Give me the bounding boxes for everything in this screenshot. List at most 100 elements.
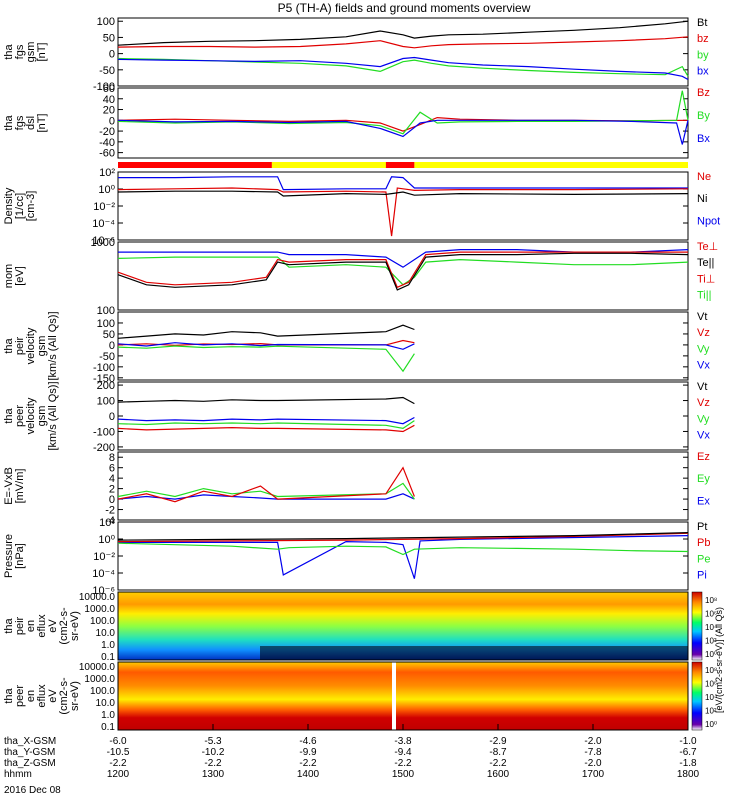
y-tick-label: -150 <box>93 373 115 385</box>
y-axis-label-peir-eflux: (cm2-s- <box>58 607 70 645</box>
y-tick-label: 10⁰ <box>98 184 115 196</box>
y-axis-label-fgs-gsm: gsm <box>25 42 37 63</box>
y-axis-label-peer-eflux: eflux <box>36 684 48 708</box>
legend-efield-entry: Ex <box>697 495 710 507</box>
series-fgs-dsl-Bz <box>117 116 689 132</box>
legend-density-entry: Ni <box>697 193 707 205</box>
series-fgs-gsm-bx <box>117 56 689 81</box>
series-efield-Ez <box>117 466 415 503</box>
panel-peer-velocity: 200 100 0 -100 -200 Vt Vz Vy Vx tha peer velocity gs… <box>3 380 710 454</box>
legend-peer-velocity-entry: Vz <box>697 397 710 409</box>
y-axis-label-peer-velocity: peer <box>14 405 26 427</box>
y-axis-label-fgs-gsm: tha <box>3 43 15 59</box>
y-tick-label: 10⁻² <box>93 201 115 213</box>
mode-bar-segment <box>385 162 415 168</box>
spectrogram-peer-gap <box>392 662 396 730</box>
y-tick-label: -2 <box>105 505 115 517</box>
panel-frame-peer-velocity <box>117 381 689 451</box>
y-tick-label: -20 <box>99 126 115 138</box>
spectrogram-tick-label: 1.0 <box>101 710 115 721</box>
legend-peir-velocity-entry: Vx <box>697 360 710 372</box>
legend-peir-velocity-entry: Vy <box>697 343 710 355</box>
y-tick-label: 200 <box>97 380 115 392</box>
series-peer-velocity-Vx <box>117 416 415 425</box>
y-axis-label-fgs-dsl: [nT] <box>36 114 48 133</box>
y-axis-label-pressure: Pressure <box>3 534 15 578</box>
series-pressure-Pi <box>118 535 689 579</box>
x-axis-labels: tha_X-GSM -6.0 -5.3 -4.6 -3.8 -2.9 -2.0 -1.0 tha… <box>4 724 700 780</box>
y-axis-label-temperature: mom <box>3 264 15 288</box>
x-axis-tick-label: 1500 <box>392 769 415 780</box>
panel-density: 10² 10⁰ 10⁻² 10⁻⁴ 10⁻⁶ Ne Ni Npot Density [1/cc][… <box>3 167 720 247</box>
spectrogram-tick-label: 1.0 <box>101 640 115 651</box>
series-pressure-Pe <box>117 542 689 556</box>
colorbar-tick-label: 10⁴ <box>705 623 718 632</box>
y-tick-label: 1000 <box>91 237 115 249</box>
mode-bar-segment <box>271 162 403 168</box>
legend-efield-entry: Ey <box>697 473 710 485</box>
colorbar-label: [eV/(cm2-s-sr-eV)] (All Qs) <box>714 607 724 713</box>
y-tick-label: 50 <box>103 32 115 44</box>
y-tick-label: 100 <box>97 396 115 408</box>
colorbar-tick-label: 10⁶ <box>705 680 717 689</box>
series-peir-velocity-Vy <box>117 345 415 373</box>
mode-bar-segment <box>414 162 688 168</box>
plot-title: P5 (TH-A) fields and ground moments over… <box>278 1 531 15</box>
colorbar-tick-label: 10⁰ <box>705 720 717 729</box>
y-axis-label-peir-velocity: tha <box>3 337 15 353</box>
y-axis-label-peir-eflux: en <box>25 620 37 632</box>
spectrogram-tick-label: 10.0 <box>96 628 116 639</box>
colorbar-top-scale <box>691 591 703 661</box>
legend-pressure-entry: Pb <box>697 537 710 549</box>
x-axis-row-label: tha_Y-GSM <box>4 747 55 758</box>
spectrogram-tick-label: 100.0 <box>90 616 115 627</box>
y-axis-label-efield: E=-VxB <box>3 467 15 505</box>
y-axis-label-temperature: [eV] <box>14 266 26 286</box>
y-tick-label: 0 <box>109 115 115 127</box>
legend-fgs-dsl-entry: Bx <box>697 133 710 145</box>
y-tick-label: -50 <box>99 65 115 77</box>
y-tick-label: 10² <box>99 517 115 529</box>
panel-temperature: 1000 100 Te⊥ Te|| Ti⊥ Ti|| mom [eV] <box>3 237 718 317</box>
y-axis-label-peir-eflux: peir <box>14 616 26 635</box>
series-fgs-dsl-By <box>117 90 689 135</box>
panel-peer-eflux: tha peer en eflux eV (cm2-s-sr-eV) 10000.01000… <box>3 662 115 733</box>
series-peir-velocity-Vt <box>117 324 415 339</box>
legend-peir-velocity-entry: Vt <box>697 311 707 323</box>
legend-fgs-gsm-entry: bz <box>697 33 709 45</box>
y-tick-label: 10⁻² <box>93 551 115 563</box>
series-density-Ni <box>117 190 689 197</box>
y-tick-label: 50 <box>103 329 115 341</box>
panel-frame-fgs-dsl <box>117 87 689 159</box>
series-temperature-Te|| <box>117 252 689 291</box>
x-axis-tick-label: -2.0 <box>584 736 602 747</box>
y-axis-label-density: [cm-3] <box>25 191 37 222</box>
y-tick-label: -60 <box>99 148 115 160</box>
legend-temperature-entry: Ti|| <box>697 290 711 302</box>
x-axis-tick-label: -2.2 <box>394 758 412 769</box>
y-tick-label: 10⁻⁴ <box>92 568 115 580</box>
x-axis-tick-label: -2.9 <box>489 736 507 747</box>
x-axis-tick-label: -4.6 <box>299 736 317 747</box>
x-axis-tick-label: -10.5 <box>107 747 130 758</box>
y-tick-label: 10⁻⁶ <box>92 585 115 597</box>
x-axis-tick-label: 1400 <box>297 769 320 780</box>
y-tick-label: 20 <box>103 105 115 117</box>
y-tick-label: -200 <box>93 442 115 454</box>
colorbar-tick-label: 10⁸ <box>705 596 717 605</box>
spectrogram-tick-label: 10000.0 <box>79 592 116 603</box>
colorbar-tick-label: 10² <box>705 707 717 716</box>
y-axis-label-fgs-dsl: fgs <box>14 115 26 130</box>
y-tick-label: 4 <box>109 473 115 485</box>
x-axis-tick-label: -2.0 <box>584 758 602 769</box>
legend-peer-velocity-entry: Vx <box>697 430 710 442</box>
legend-temperature-entry: Te⊥ <box>697 241 718 253</box>
y-tick-label: 40 <box>103 94 115 106</box>
panel-frame-temperature <box>117 241 689 311</box>
panel-fgs-gsm: 100 50 0 -50 -100 Bt bz by bx tha fgs gsm [nT] <box>3 16 709 93</box>
y-tick-label: -100 <box>93 362 115 374</box>
y-axis-label-peir-eflux: tha <box>3 617 15 633</box>
spectrogram-tick-label: 0.1 <box>101 652 115 663</box>
